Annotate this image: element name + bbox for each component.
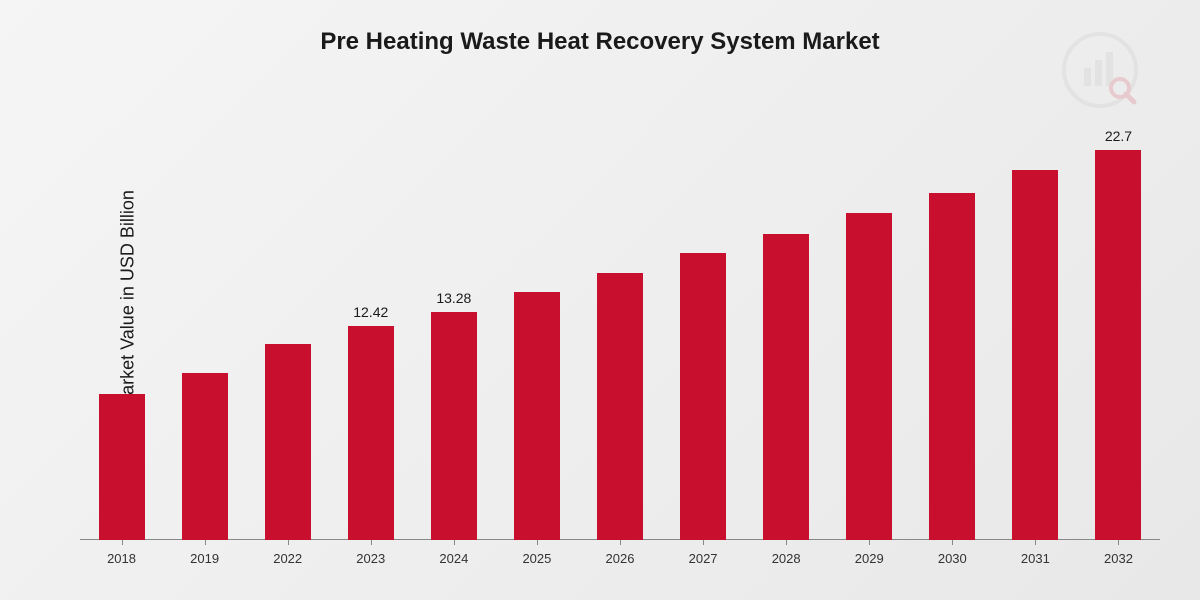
bar — [597, 273, 643, 540]
chart-container: Pre Heating Waste Heat Recovery System M… — [0, 0, 1200, 600]
bar — [514, 292, 560, 540]
bar — [929, 193, 975, 540]
x-axis-tick-label: 2032 — [1104, 551, 1133, 566]
bar-value-label: 12.42 — [353, 304, 388, 320]
x-axis-tick — [288, 540, 289, 545]
bar-value-label: 13.28 — [436, 290, 471, 306]
bar-group: 2018 — [80, 110, 163, 540]
x-axis-tick — [371, 540, 372, 545]
bar-value-label: 22.7 — [1105, 128, 1132, 144]
bar — [265, 344, 311, 540]
x-axis-tick — [786, 540, 787, 545]
bar-group: 2027 — [662, 110, 745, 540]
x-axis-tick-label: 2028 — [772, 551, 801, 566]
bar-group: 2025 — [495, 110, 578, 540]
x-axis-tick — [537, 540, 538, 545]
bar — [846, 213, 892, 540]
bar — [348, 326, 394, 540]
bar — [763, 234, 809, 540]
x-axis-tick — [454, 540, 455, 545]
plot-area: 20182019202212.42202313.2820242025202620… — [80, 110, 1160, 540]
x-axis-tick-label: 2019 — [190, 551, 219, 566]
x-axis-tick-label: 2029 — [855, 551, 884, 566]
x-axis-tick-label: 2023 — [356, 551, 385, 566]
bar-group: 2031 — [994, 110, 1077, 540]
bar-group: 2019 — [163, 110, 246, 540]
x-axis-tick — [1035, 540, 1036, 545]
bar-group: 22.72032 — [1077, 110, 1160, 540]
watermark-logo-icon — [1060, 30, 1140, 115]
x-axis-tick-label: 2027 — [689, 551, 718, 566]
x-axis-tick — [1118, 540, 1119, 545]
x-axis-tick — [205, 540, 206, 545]
x-axis-tick-label: 2026 — [606, 551, 635, 566]
bars-row: 20182019202212.42202313.2820242025202620… — [80, 110, 1160, 540]
x-axis-tick-label: 2025 — [522, 551, 551, 566]
bar — [680, 253, 726, 540]
x-axis-tick — [952, 540, 953, 545]
x-axis-tick-label: 2031 — [1021, 551, 1050, 566]
bar — [431, 312, 477, 540]
x-axis-tick-label: 2022 — [273, 551, 302, 566]
bar-group: 2026 — [578, 110, 661, 540]
bar — [182, 373, 228, 540]
x-axis-tick-label: 2018 — [107, 551, 136, 566]
x-axis-tick-label: 2030 — [938, 551, 967, 566]
bar — [1095, 150, 1141, 540]
x-axis-tick — [869, 540, 870, 545]
bar — [1012, 170, 1058, 540]
bar-group: 2028 — [745, 110, 828, 540]
bar-group: 2022 — [246, 110, 329, 540]
bar — [99, 394, 145, 540]
bar-group: 2029 — [828, 110, 911, 540]
bar-group: 12.422023 — [329, 110, 412, 540]
x-axis-tick — [703, 540, 704, 545]
chart-title: Pre Heating Waste Heat Recovery System M… — [0, 28, 1200, 56]
x-axis-tick-label: 2024 — [439, 551, 468, 566]
x-axis-tick — [122, 540, 123, 545]
bar-group: 13.282024 — [412, 110, 495, 540]
bar-group: 2030 — [911, 110, 994, 540]
x-axis-tick — [620, 540, 621, 545]
